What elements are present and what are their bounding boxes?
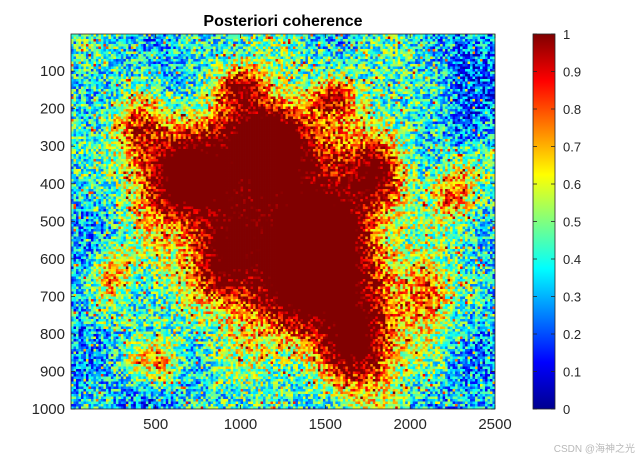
x-tick-label: 2500 bbox=[478, 416, 511, 433]
y-tick-label: 1000 bbox=[32, 401, 65, 418]
colorbar-tick-label: 0 bbox=[563, 402, 570, 417]
y-tick-label: 300 bbox=[40, 138, 65, 155]
colorbar-tick-label: 0.2 bbox=[563, 327, 581, 342]
colorbar-tick-label: 0.5 bbox=[563, 215, 581, 230]
y-tick-label: 400 bbox=[40, 176, 65, 193]
colorbar-tick-label: 0.4 bbox=[563, 252, 581, 267]
colorbar-tick-label: 0.6 bbox=[563, 177, 581, 192]
y-tick-label: 100 bbox=[40, 63, 65, 80]
y-tick-label: 800 bbox=[40, 326, 65, 343]
x-tick-label: 1000 bbox=[224, 416, 257, 433]
colorbar-tick-label: 1 bbox=[563, 27, 570, 42]
chart-title: Posteriori coherence bbox=[203, 13, 362, 30]
y-tick-label: 700 bbox=[40, 288, 65, 305]
y-tick-label: 900 bbox=[40, 363, 65, 380]
x-tick-label: 500 bbox=[143, 416, 168, 433]
x-tick-label: 1500 bbox=[309, 416, 342, 433]
heatmap-image bbox=[71, 34, 495, 409]
colorbar-tick-label: 0.7 bbox=[563, 140, 581, 155]
colorbar-tick-label: 0.1 bbox=[563, 365, 581, 380]
y-tick-label: 600 bbox=[40, 251, 65, 268]
colorbar-tick-label: 0.8 bbox=[563, 102, 581, 117]
y-tick-label: 500 bbox=[40, 213, 65, 230]
watermark-text: CSDN @海神之光 bbox=[554, 442, 635, 455]
figure: Posteriori coherence 500 1000 1500 2000 2500… bbox=[0, 0, 640, 459]
colorbar-tick-label: 0.9 bbox=[563, 65, 581, 80]
x-tick-label: 2000 bbox=[393, 416, 426, 433]
colorbar-tick-label: 0.3 bbox=[563, 290, 581, 305]
y-tick-label: 200 bbox=[40, 101, 65, 118]
